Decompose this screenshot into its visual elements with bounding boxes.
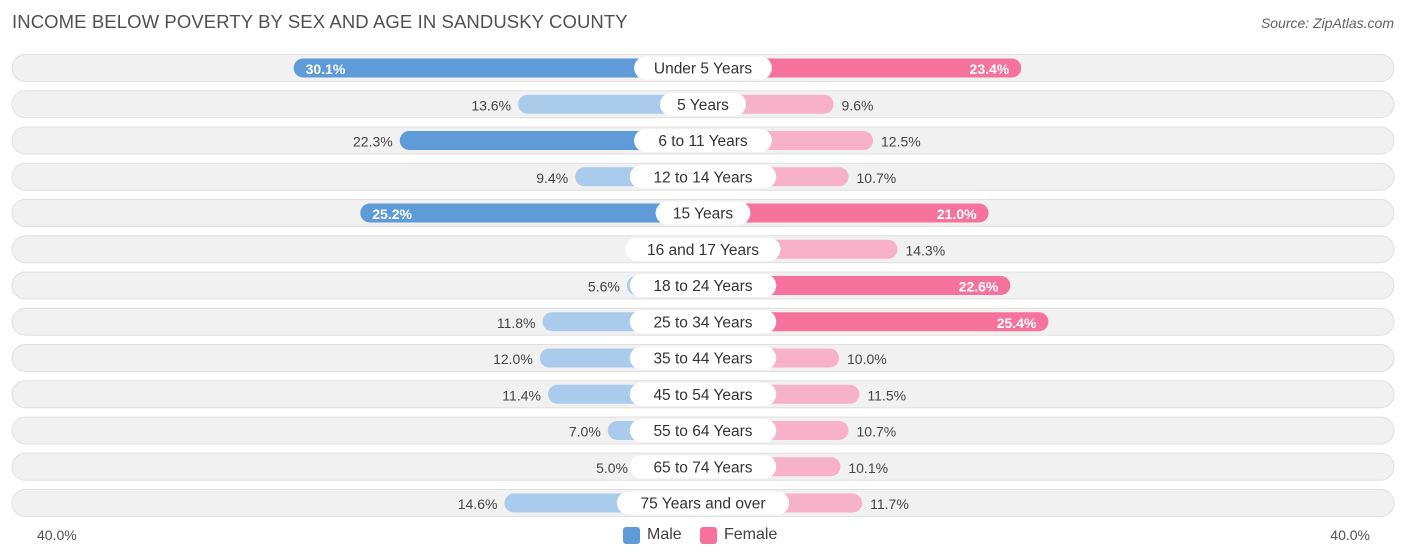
- value-label-male: 13.6%: [471, 97, 511, 113]
- value-label-female: 21.0%: [937, 206, 977, 222]
- legend-label-male: Male: [647, 526, 682, 543]
- legend-swatch-female: [700, 526, 717, 544]
- category-label: 65 to 74 Years: [653, 459, 752, 476]
- category-pill: [629, 382, 777, 406]
- value-label-male: 9.4%: [536, 170, 568, 186]
- chart: 30.1% 23.4% Under 5 Years 13.6% 9.6% 5 Years 2…: [11, 54, 1395, 517]
- category-label: 12 to 14 Years: [653, 169, 752, 186]
- value-label-male: 5.0%: [596, 460, 628, 476]
- category-pill: [616, 491, 790, 515]
- value-label-female: 10.1%: [848, 460, 888, 476]
- category-label: 25 to 34 Years: [653, 314, 752, 331]
- bar-female: [703, 58, 1022, 78]
- value-label-male: 12.0%: [493, 351, 533, 367]
- bar-female: [703, 203, 989, 223]
- chart-title: INCOME BELOW POVERTY BY SEX AND AGE IN S…: [12, 11, 628, 32]
- axis-left-label: 40.0%: [37, 527, 77, 543]
- value-label-female: 22.6%: [959, 279, 999, 295]
- bar-male: [399, 131, 703, 150]
- category-pill: [659, 92, 747, 116]
- value-label-female: 11.7%: [870, 496, 909, 512]
- category-label: 5 Years: [677, 97, 729, 114]
- legend: Male Female: [0, 524, 1406, 546]
- category-pill: [629, 310, 777, 334]
- value-label-female: 14.3%: [905, 242, 945, 258]
- category-pill: [625, 237, 781, 261]
- category-pill: [634, 129, 772, 152]
- value-label-male: 22.3%: [353, 134, 393, 150]
- value-label-female: 12.5%: [881, 134, 921, 150]
- legend-item-female[interactable]: Female: [700, 524, 777, 546]
- value-label-female: 9.6%: [842, 97, 874, 113]
- category-pill: [629, 165, 777, 189]
- category-label: 16 and 17 Years: [647, 242, 759, 259]
- value-label-male: 25.2%: [372, 206, 412, 222]
- source-label: Source: ZipAtlas.com: [1260, 15, 1394, 31]
- value-label-female: 10.0%: [847, 351, 887, 367]
- value-label-male: 7.0%: [569, 424, 601, 440]
- legend-item-male[interactable]: Male: [623, 524, 682, 546]
- legend-label-female: Female: [724, 526, 778, 543]
- value-label-male: 5.6%: [588, 279, 620, 295]
- category-label: Under 5 Years: [654, 61, 752, 78]
- value-label-male: 30.1%: [306, 61, 346, 77]
- value-label-male: 11.4%: [502, 387, 541, 403]
- value-label-male: 14.6%: [458, 496, 498, 512]
- value-label-female: 10.7%: [857, 170, 897, 186]
- category-pill: [629, 419, 777, 442]
- bar-female: [703, 276, 1011, 295]
- category-pill: [655, 201, 751, 225]
- legend-swatch-male: [623, 526, 640, 544]
- category-label: 6 to 11 Years: [658, 133, 748, 150]
- category-pill: [634, 56, 772, 80]
- bar-female: [703, 312, 1049, 332]
- value-label-female: 25.4%: [997, 315, 1037, 331]
- category-pill: [629, 346, 777, 370]
- axis-right-label: 40.0%: [1330, 527, 1370, 543]
- value-label-male: 11.8%: [497, 315, 536, 331]
- value-label-female: 10.7%: [857, 424, 897, 440]
- bar-male: [518, 94, 703, 114]
- category-label: 55 to 64 Years: [653, 423, 752, 440]
- category-pill: [629, 274, 777, 297]
- category-label: 75 Years and over: [641, 496, 766, 513]
- value-label-female: 23.4%: [970, 61, 1010, 77]
- bar-male: [360, 203, 703, 223]
- bar-male: [293, 58, 703, 78]
- category-pill: [629, 455, 777, 479]
- value-label-female: 11.5%: [867, 387, 906, 403]
- category-label: 18 to 24 Years: [653, 278, 752, 295]
- category-label: 45 to 54 Years: [653, 387, 752, 404]
- category-label: 15 Years: [673, 206, 734, 223]
- category-label: 35 to 44 Years: [653, 351, 752, 368]
